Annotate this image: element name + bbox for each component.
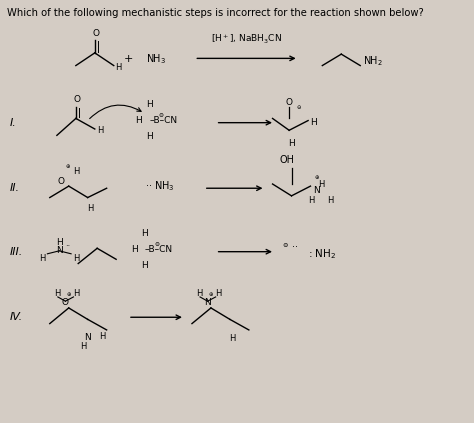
Text: H: H	[196, 289, 202, 299]
Text: $^\oplus$: $^\oplus$	[313, 174, 320, 183]
Text: Which of the following mechanistic steps is incorrect for the reaction shown bel: Which of the following mechanistic steps…	[7, 8, 424, 18]
Text: $^\oplus$: $^\oplus$	[207, 292, 215, 301]
Text: H: H	[87, 204, 93, 213]
Text: $^\oplus$: $^\oplus$	[65, 292, 73, 301]
Text: H: H	[39, 253, 46, 263]
Text: H: H	[97, 126, 103, 135]
Text: H: H	[327, 195, 333, 205]
Text: NH$_2$: NH$_2$	[363, 55, 383, 68]
Text: H: H	[56, 238, 63, 247]
Text: –B–CN: –B–CN	[149, 116, 177, 125]
Text: H: H	[131, 245, 137, 254]
Text: H: H	[146, 100, 153, 109]
Text: H: H	[115, 63, 121, 72]
Text: O: O	[92, 29, 99, 38]
Text: $^\ominus$: $^\ominus$	[153, 241, 160, 250]
Text: H: H	[73, 289, 79, 299]
Text: H: H	[73, 253, 79, 263]
Text: N: N	[84, 333, 91, 342]
Text: H: H	[100, 332, 106, 341]
Text: N: N	[204, 298, 211, 307]
Text: N: N	[313, 186, 319, 195]
Text: H: H	[146, 132, 153, 141]
Text: OH: OH	[279, 155, 294, 165]
Text: +: +	[123, 54, 133, 64]
Text: H: H	[141, 261, 148, 270]
Text: III.: III.	[9, 247, 23, 257]
Text: –B–CN: –B–CN	[145, 245, 173, 254]
Text: $^\oplus$: $^\oplus$	[64, 163, 71, 172]
Text: ··: ··	[65, 242, 71, 251]
Text: H: H	[141, 229, 148, 238]
Text: H: H	[80, 341, 86, 351]
Text: H: H	[310, 118, 317, 127]
Text: O: O	[286, 98, 292, 107]
Text: H: H	[54, 289, 60, 299]
Text: H: H	[73, 168, 80, 176]
Text: $^\ominus$: $^\ominus$	[157, 112, 165, 121]
Text: O: O	[57, 177, 64, 187]
Text: $^\ominus$: $^\ominus$	[295, 104, 302, 113]
Text: N: N	[56, 246, 63, 255]
Text: $^\ominus$: $^\ominus$	[281, 243, 289, 252]
Text: H: H	[308, 195, 314, 205]
Text: H: H	[229, 334, 236, 343]
Text: O: O	[73, 95, 80, 104]
Text: O: O	[62, 298, 69, 307]
Text: IV.: IV.	[9, 312, 23, 322]
Text: I.: I.	[9, 118, 16, 128]
Text: [H$^+$], NaBH$_3$CN: [H$^+$], NaBH$_3$CN	[211, 33, 282, 46]
Text: ··: ··	[292, 242, 298, 253]
Text: II.: II.	[9, 183, 19, 193]
Text: H: H	[136, 116, 142, 125]
Text: H: H	[288, 139, 295, 148]
Text: H: H	[319, 180, 325, 190]
Text: : NH$_2$: : NH$_2$	[308, 247, 336, 261]
Text: NH$_3$: NH$_3$	[146, 52, 166, 66]
Text: ·· NH$_3$: ·· NH$_3$	[145, 179, 174, 192]
Text: H: H	[215, 289, 221, 299]
